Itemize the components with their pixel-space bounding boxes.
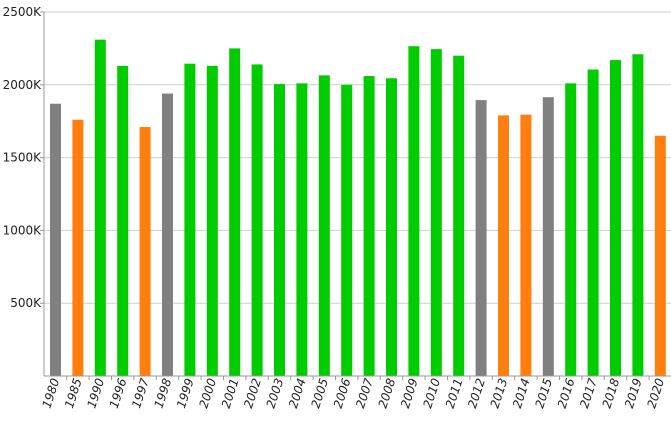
bar-2008 [386, 78, 397, 377]
x-tick-label: 2007 [353, 376, 376, 410]
x-tick-label: 2014 [510, 377, 533, 410]
x-tick-label: 2020 [644, 376, 667, 410]
bars [50, 39, 666, 380]
y-tick-label: 2000K [3, 78, 43, 92]
bar-2006 [341, 84, 353, 377]
bar-2003 [274, 84, 285, 377]
bar-2012 [475, 100, 487, 376]
bar-1999 [184, 63, 196, 377]
x-tick-label: 2006 [331, 376, 354, 410]
x-tick-label: 1996 [107, 376, 130, 410]
bar-2020 [654, 135, 666, 376]
x-tick-label: 1997 [129, 376, 152, 410]
bar-2010 [430, 49, 442, 377]
axes [43, 12, 671, 377]
x-tick-label: 1985 [62, 377, 85, 410]
bar-2000 [206, 65, 218, 376]
x-tick-label: 2018 [600, 376, 623, 410]
x-tick-label: 1980 [40, 376, 63, 410]
x-tick-labels: 1980 1985 1990 1996 1997 1998 1999 2000 2001 2002… [40, 376, 668, 410]
x-tick-label: 2011 [443, 377, 466, 410]
x-tick-label: 2017 [577, 376, 600, 410]
bar-2001 [229, 48, 241, 377]
gridlines [40, 11, 671, 304]
bar-2007 [363, 76, 375, 377]
bar-2013 [498, 115, 509, 376]
x-tick-label: 2004 [286, 377, 309, 410]
bar-2011 [453, 55, 465, 377]
x-tick-label: 1990 [84, 376, 107, 410]
x-tick-label: 2019 [622, 377, 645, 410]
bar-2002 [251, 64, 263, 376]
x-tick-label: 2000 [196, 376, 219, 410]
bar-2009 [408, 46, 420, 376]
bar-2016 [565, 83, 577, 377]
y-tick-label: 1500K [3, 151, 43, 165]
bar-1997 [139, 127, 151, 376]
x-tick-label: 2008 [376, 376, 399, 410]
bar-1996 [117, 65, 129, 376]
bar-2019 [632, 54, 644, 376]
x-tick-label: 2002 [241, 377, 264, 410]
bar-2018 [610, 60, 621, 376]
y-tick-labels: 500K 1000K 1500K 2000K 2500K [3, 5, 43, 310]
bar-1998 [162, 93, 173, 376]
y-tick-label: 500K [10, 296, 42, 310]
x-tick-label: 1999 [174, 377, 197, 410]
y-tick-label: 2500K [3, 5, 43, 19]
x-tick-label: 1998 [152, 376, 175, 410]
bar-2015 [542, 97, 554, 377]
x-tick-label: 2003 [264, 377, 287, 410]
bar-2005 [318, 75, 330, 376]
y-tick-label: 1000K [3, 223, 43, 237]
bar-2004 [296, 83, 308, 377]
x-tick-label: 2001 [219, 377, 242, 410]
x-tick-label: 2009 [398, 377, 421, 410]
x-tick-label: 2010 [420, 376, 443, 410]
x-tick-label: 2013 [488, 377, 511, 410]
x-tick-label: 2016 [555, 376, 578, 410]
x-tick-label: 2005 [308, 377, 331, 410]
x-tick-label: 2012 [465, 377, 488, 410]
bar-1985 [72, 119, 84, 376]
x-tick-label: 2015 [532, 377, 555, 410]
bar-2014 [520, 114, 532, 376]
bar-1990 [94, 39, 106, 376]
bar-2017 [587, 69, 599, 377]
bar-1980 [50, 103, 61, 376]
